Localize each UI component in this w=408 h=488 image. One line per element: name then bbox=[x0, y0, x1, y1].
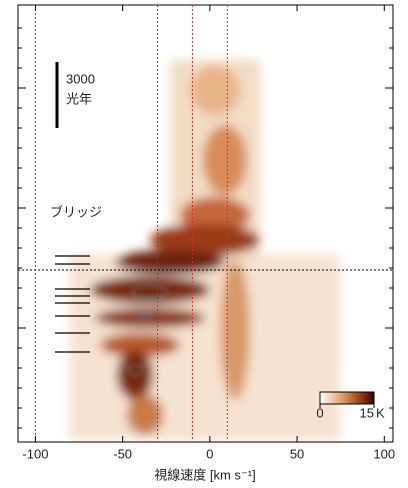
x-tick-label: 50 bbox=[290, 446, 304, 461]
colorbar bbox=[319, 391, 375, 405]
emission-map bbox=[70, 60, 340, 440]
x-tick-label: 0 bbox=[206, 446, 213, 461]
x-tick-label: 100 bbox=[373, 446, 395, 461]
x-axis-label: 視線速度 [km s⁻¹] bbox=[154, 467, 255, 482]
x-tick-label: -100 bbox=[22, 446, 48, 461]
colorbar-tick-label: 0 bbox=[316, 405, 323, 420]
contours bbox=[127, 285, 169, 376]
colorbar-unit: K bbox=[376, 405, 385, 420]
arrows bbox=[55, 255, 90, 353]
annotation: ブリッジ bbox=[50, 204, 102, 219]
scale-value: 3000 bbox=[66, 71, 95, 86]
x-tick-label: -50 bbox=[113, 446, 132, 461]
scale-unit: 光年 bbox=[66, 91, 92, 106]
plot-frame bbox=[17, 4, 394, 443]
colorbar-tick-label: 15 bbox=[360, 405, 374, 420]
